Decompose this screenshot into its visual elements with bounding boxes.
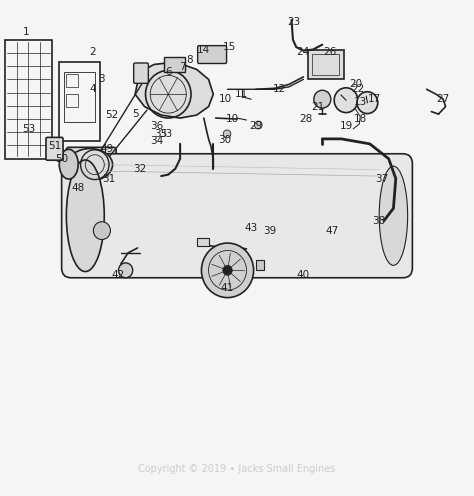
Circle shape [201,243,254,298]
Circle shape [255,121,262,129]
FancyBboxPatch shape [164,57,185,72]
Text: 26: 26 [323,47,336,57]
Text: 27: 27 [437,94,450,104]
Text: 10: 10 [219,94,232,104]
Circle shape [314,90,331,108]
Text: 18: 18 [354,114,367,124]
Text: 40: 40 [297,270,310,280]
FancyBboxPatch shape [46,137,63,160]
Text: 4: 4 [89,84,96,94]
FancyBboxPatch shape [256,260,264,270]
Text: 13: 13 [354,97,367,107]
Text: 1: 1 [23,27,29,37]
Circle shape [93,222,110,240]
Ellipse shape [66,160,104,272]
Ellipse shape [59,149,78,179]
Ellipse shape [379,166,408,265]
Text: 48: 48 [72,184,85,193]
Text: 51: 51 [48,141,61,151]
Text: 39: 39 [264,226,277,236]
Text: 20: 20 [349,79,362,89]
Text: 49: 49 [100,144,113,154]
Polygon shape [135,62,213,118]
Text: 43: 43 [245,223,258,233]
Text: 53: 53 [22,124,35,134]
FancyBboxPatch shape [198,46,227,63]
Text: 3: 3 [99,74,105,84]
Text: 10: 10 [226,114,239,124]
Text: 23: 23 [287,17,301,27]
Circle shape [334,88,358,113]
Text: 50: 50 [55,154,68,164]
Text: 29: 29 [249,122,263,131]
Text: 32: 32 [133,164,146,174]
Text: 21: 21 [311,102,324,112]
Text: 19: 19 [339,122,353,131]
FancyBboxPatch shape [308,50,344,79]
Circle shape [118,263,133,278]
Text: 52: 52 [105,110,118,120]
Ellipse shape [67,149,113,181]
Text: 35: 35 [155,129,168,139]
Circle shape [223,265,232,275]
Text: 2: 2 [89,47,96,57]
Text: 6: 6 [165,67,172,77]
Text: 38: 38 [373,216,386,226]
Text: 22: 22 [351,84,365,94]
Text: Copyright © 2019 • Jacks Small Engines: Copyright © 2019 • Jacks Small Engines [138,464,336,474]
Circle shape [357,92,378,114]
Text: 37: 37 [375,174,388,184]
FancyBboxPatch shape [62,154,412,278]
Text: 7: 7 [179,62,186,72]
Text: 24: 24 [297,47,310,57]
Text: 11: 11 [235,89,248,99]
Text: 33: 33 [159,129,173,139]
Text: 30: 30 [219,135,232,145]
FancyBboxPatch shape [197,238,209,246]
FancyBboxPatch shape [66,147,116,181]
Text: 8: 8 [186,55,193,64]
Text: 34: 34 [150,136,163,146]
Text: 36: 36 [150,122,163,131]
Text: 12: 12 [273,84,286,94]
Text: 31: 31 [102,174,116,184]
FancyBboxPatch shape [134,63,148,83]
Text: 28: 28 [299,114,312,124]
Text: 17: 17 [368,94,381,104]
Text: 15: 15 [223,42,237,52]
Text: 47: 47 [325,226,338,236]
Text: 41: 41 [221,283,234,293]
Text: 5: 5 [132,109,138,119]
Circle shape [223,130,231,138]
Text: 14: 14 [197,45,210,55]
Text: 42: 42 [112,270,125,280]
